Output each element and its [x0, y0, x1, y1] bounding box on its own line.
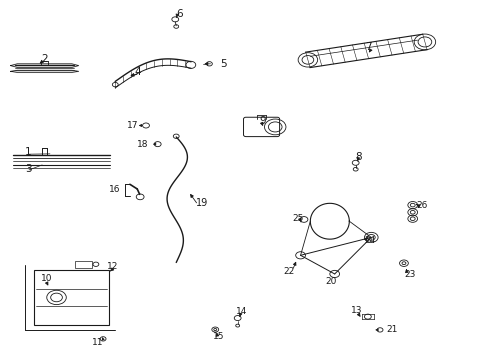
Text: 10: 10 — [41, 274, 52, 283]
Text: 4: 4 — [135, 67, 141, 77]
Polygon shape — [10, 70, 79, 72]
Text: 11: 11 — [92, 338, 103, 347]
Bar — [34, 270, 109, 325]
Text: 22: 22 — [283, 267, 294, 276]
Polygon shape — [10, 64, 79, 67]
Text: 24: 24 — [363, 236, 374, 245]
Text: 15: 15 — [212, 332, 224, 341]
Text: 9: 9 — [259, 116, 265, 126]
Bar — [75, 261, 92, 268]
Text: 5: 5 — [220, 59, 226, 69]
Text: 14: 14 — [236, 307, 247, 316]
Text: 20: 20 — [325, 276, 336, 285]
Text: 18: 18 — [137, 140, 148, 149]
Text: 17: 17 — [126, 121, 138, 130]
Text: 3: 3 — [25, 163, 32, 174]
Text: 2: 2 — [41, 54, 48, 64]
Text: 26: 26 — [415, 201, 427, 210]
Text: 6: 6 — [176, 9, 183, 19]
Text: 16: 16 — [109, 185, 120, 194]
Text: 8: 8 — [355, 152, 362, 162]
Text: 25: 25 — [292, 214, 303, 223]
Text: 21: 21 — [385, 325, 396, 334]
Text: 13: 13 — [350, 306, 362, 315]
Text: 7: 7 — [365, 42, 371, 52]
Text: 19: 19 — [195, 198, 207, 208]
Text: 23: 23 — [403, 270, 414, 279]
Circle shape — [213, 328, 216, 330]
Text: 12: 12 — [107, 262, 118, 271]
Text: 1: 1 — [25, 147, 32, 157]
